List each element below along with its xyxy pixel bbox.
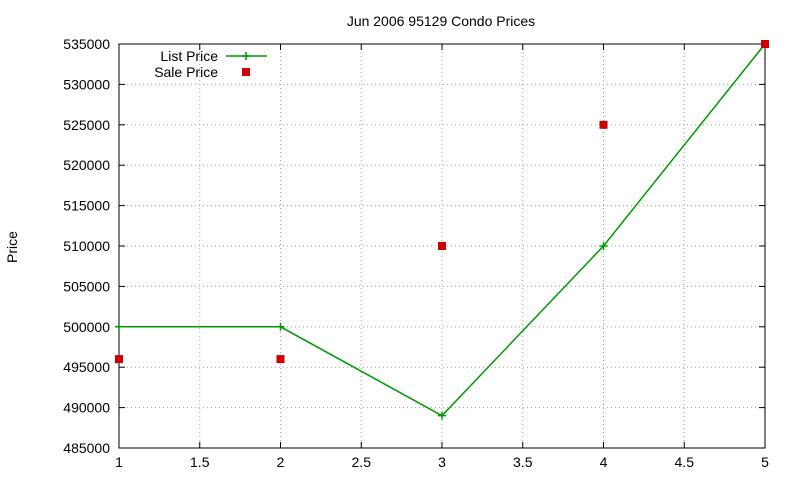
data-point bbox=[115, 355, 123, 364]
y-axis-label: Price bbox=[4, 231, 20, 263]
y-tick-label: 495000 bbox=[63, 359, 110, 375]
series-layer bbox=[115, 40, 769, 420]
data-point bbox=[115, 322, 123, 331]
y-tick-label: 490000 bbox=[63, 400, 110, 416]
y-tick-label: 520000 bbox=[63, 157, 110, 173]
data-point bbox=[276, 355, 285, 364]
series-list-price bbox=[115, 40, 769, 420]
y-tick-label: 500000 bbox=[63, 319, 110, 335]
chart-title: Jun 2006 95129 Condo Prices bbox=[347, 13, 535, 29]
data-point bbox=[761, 40, 769, 48]
series-line bbox=[119, 43, 766, 417]
y-tick-label: 505000 bbox=[63, 278, 110, 294]
y-tick-label: 515000 bbox=[63, 198, 110, 214]
data-point bbox=[438, 411, 446, 420]
y-tick-label: 530000 bbox=[63, 76, 110, 92]
axes: 1 1.5 2 2.5 3 3.5 4 4.5 5 485000 490000 495000 50000… bbox=[63, 36, 769, 470]
data-point bbox=[599, 242, 608, 250]
y-tick-label: 510000 bbox=[63, 238, 110, 254]
x-tick-label: 5 bbox=[761, 454, 769, 470]
data-point bbox=[276, 322, 285, 331]
x-tick-label: 4 bbox=[600, 454, 608, 470]
series-sale-price bbox=[115, 40, 769, 364]
legend-swatch-marker bbox=[242, 68, 250, 76]
legend-swatch-marker bbox=[242, 52, 250, 60]
x-tick-label: 1.5 bbox=[190, 454, 210, 470]
data-point bbox=[599, 120, 608, 129]
y-tick-label: 485000 bbox=[63, 440, 110, 456]
y-tick-label: 535000 bbox=[63, 36, 110, 52]
x-tick-label: 3 bbox=[438, 454, 446, 470]
x-tick-label: 2.5 bbox=[352, 454, 372, 470]
y-tick-label: 525000 bbox=[63, 117, 110, 133]
x-tick-label: 3.5 bbox=[513, 454, 533, 470]
legend-label: List Price bbox=[160, 48, 218, 64]
x-tick-label: 1 bbox=[115, 454, 123, 470]
data-point bbox=[438, 242, 446, 250]
x-tick-label: 4.5 bbox=[675, 454, 695, 470]
x-tick-label: 2 bbox=[277, 454, 285, 470]
grid bbox=[119, 44, 765, 448]
legend-label: Sale Price bbox=[154, 64, 218, 80]
